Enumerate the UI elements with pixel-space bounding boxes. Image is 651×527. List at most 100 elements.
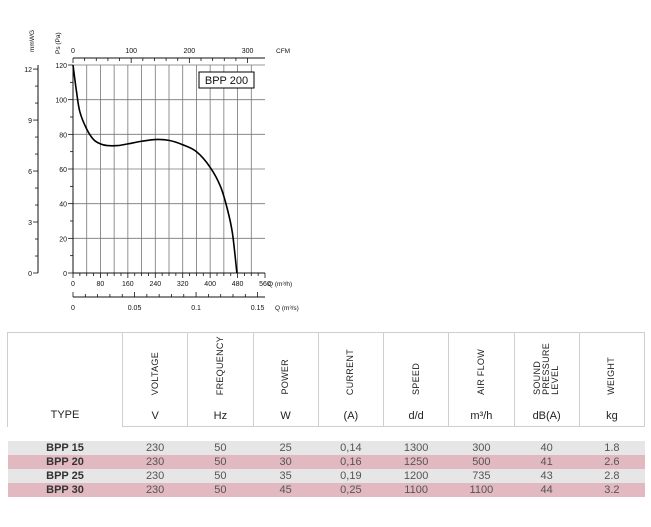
chart-title-box — [198, 71, 255, 89]
m3s-tick-label: 0.05 — [128, 305, 142, 312]
cfm-tick-label: 200 — [184, 48, 196, 55]
y-tick-label: 120 — [55, 63, 67, 70]
table-cell: 230 — [122, 455, 188, 469]
column-header: SPEED — [382, 332, 450, 406]
table-cell: 1.8 — [579, 441, 645, 455]
table-cell: 50 — [187, 455, 253, 469]
table-cell: 0,19 — [318, 469, 384, 483]
table-cell: 44 — [514, 483, 580, 497]
table-cell: 230 — [122, 441, 188, 455]
table-cell: 1100 — [383, 483, 449, 497]
table-cell: 300 — [448, 441, 514, 455]
column-header: AIR FLOW — [448, 332, 515, 406]
x-tick-label: 80 — [97, 281, 105, 288]
column-header: WEIGHT — [578, 332, 646, 406]
table-row: BPP 30 230 50 45 0,25 1100 1100 44 3.2 — [7, 483, 645, 497]
y-tick-label: 0 — [63, 271, 67, 278]
column-unit: W — [252, 406, 319, 427]
table-cell: 41 — [514, 455, 580, 469]
column-header-label: POWER — [280, 359, 291, 395]
column-header-label: SPEED — [410, 362, 421, 395]
x-axis-unit-label: Q (m³/h) — [268, 281, 292, 288]
table-header-row: TYPE VOLTAGE FREQUENCY POWER CURRENT SPEED AIR… — [7, 332, 646, 427]
y-tick-label: 40 — [59, 202, 67, 209]
column-unit: (A) — [317, 406, 385, 427]
cfm-tick-label: 100 — [125, 48, 137, 55]
table-cell: 0,14 — [318, 441, 384, 455]
x-tick-label: 0 — [71, 281, 75, 288]
column-unit: d/d — [382, 406, 450, 427]
mmwg-tick-label: 9 — [28, 118, 32, 125]
column-header: CURRENT — [317, 332, 385, 406]
y-tick-label: 60 — [59, 167, 67, 174]
table-cell: 43 — [514, 469, 580, 483]
table-cell: 2.6 — [579, 455, 645, 469]
table-cell: 500 — [448, 455, 514, 469]
table-cell: 35 — [253, 469, 319, 483]
m3s-tick-label: 0 — [71, 305, 75, 312]
column-header-label: AIR FLOW — [475, 349, 486, 395]
y-tick-label: 80 — [59, 132, 67, 139]
column-header-type: TYPE — [7, 332, 123, 427]
cfm-axis-unit-label: CFM — [276, 48, 290, 55]
m3s-tick-label: 0.15 — [251, 305, 265, 312]
mmwg-tick-label: 6 — [28, 169, 32, 176]
column-header: POWER — [252, 332, 319, 406]
y-tick-label: 20 — [59, 236, 67, 243]
table-spacer-cell — [7, 426, 645, 441]
cfm-tick-label: 300 — [242, 48, 254, 55]
x-tick-label: 480 — [232, 281, 244, 288]
table-cell: 735 — [448, 469, 514, 483]
table-cell: 50 — [187, 469, 253, 483]
mmwg-tick-label: 3 — [28, 220, 32, 227]
table-cell: 0,16 — [318, 455, 384, 469]
table-cell: 30 — [253, 455, 319, 469]
column-header: SOUND PRESSURE LEVEL — [513, 332, 580, 406]
table-cell: 40 — [514, 441, 580, 455]
table-cell: 230 — [122, 483, 188, 497]
column-header-label: FREQUENCY — [214, 335, 225, 395]
column-unit: Hz — [187, 406, 254, 427]
table-row: BPP 15 230 50 25 0,14 1300 300 40 1.8 — [7, 441, 645, 455]
table-cell: 1250 — [383, 455, 449, 469]
table-spacer-row — [7, 426, 645, 441]
column-header-label: CURRENT — [345, 348, 356, 395]
x-tick-label: 160 — [122, 281, 134, 288]
table-cell: 1300 — [383, 441, 449, 455]
table-cell: 50 — [187, 483, 253, 497]
table-body: BPP 15 230 50 25 0,14 1300 300 40 1.8 BPP 20 230 50… — [7, 426, 645, 497]
table-cell: 25 — [253, 441, 319, 455]
table-cell: 1200 — [383, 469, 449, 483]
column-header-label: WEIGHT — [606, 357, 617, 395]
x-tick-label: 240 — [149, 281, 161, 288]
column-unit: dB(A) — [513, 406, 580, 427]
row-type-cell: BPP 20 — [7, 455, 123, 469]
mmwg-axis-unit-label: mmWG — [29, 30, 36, 52]
mmwg-tick-label: 0 — [28, 271, 32, 278]
m3s-axis-unit-label: Q (m³/s) — [275, 305, 299, 312]
table-cell: 1100 — [448, 483, 514, 497]
column-header: VOLTAGE — [121, 332, 189, 406]
table-cell: 50 — [187, 441, 253, 455]
row-type-cell: BPP 25 — [7, 469, 123, 483]
m3s-tick-label: 0.1 — [191, 305, 201, 312]
column-unit: V — [121, 406, 189, 427]
table-row: BPP 20 230 50 30 0,16 1250 500 41 2.6 — [7, 455, 645, 469]
table-cell: 230 — [122, 469, 188, 483]
performance-curve — [72, 64, 238, 274]
y-tick-label: 100 — [55, 98, 67, 105]
x-tick-label: 320 — [177, 281, 189, 288]
row-type-cell: BPP 15 — [7, 441, 123, 455]
column-unit: m³/h — [448, 406, 515, 427]
y-axis-unit-label: Ps (Pa) — [55, 32, 62, 54]
cfm-tick-label: 0 — [71, 48, 75, 55]
table-cell: 3.2 — [579, 483, 645, 497]
column-header-label: SOUND PRESSURE LEVEL — [532, 343, 561, 395]
spec-table: TYPE VOLTAGE FREQUENCY POWER CURRENT SPEED AIR… — [7, 332, 646, 497]
table-cell: 45 — [253, 483, 319, 497]
x-tick-label: 400 — [204, 281, 216, 288]
row-type-cell: BPP 30 — [7, 483, 123, 497]
table-cell: 0,25 — [318, 483, 384, 497]
x-tick-label: 560 — [259, 281, 271, 288]
